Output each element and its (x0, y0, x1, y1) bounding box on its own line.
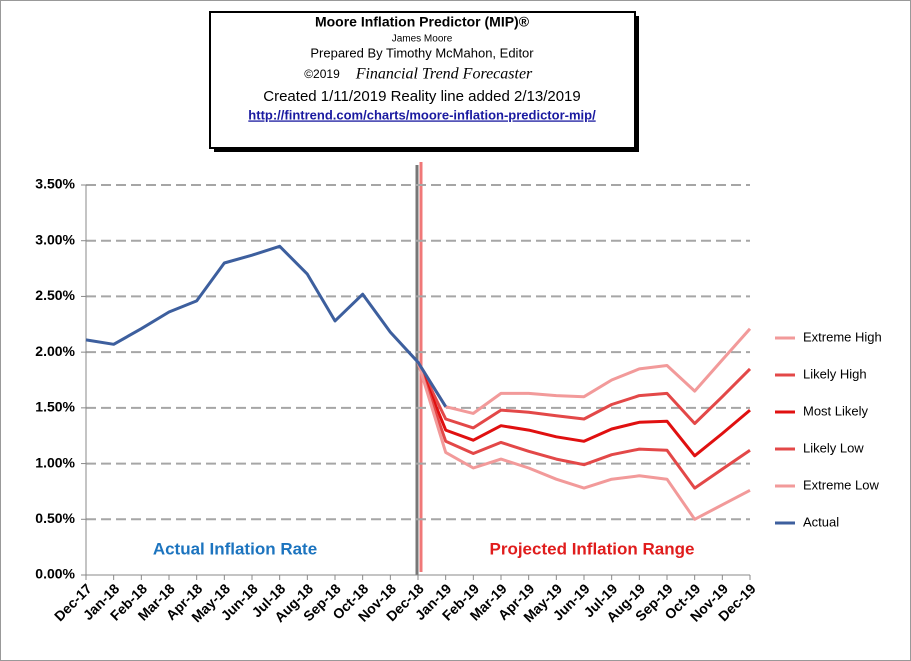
publisher: Financial Trend Forecaster (355, 66, 533, 83)
y-tick-label: 1.00% (35, 454, 75, 470)
series-line (416, 361, 751, 490)
y-tick-label: 2.00% (35, 343, 75, 359)
legend-label: Likely Low (803, 440, 864, 455)
series-line (416, 361, 751, 458)
y-tick-label: 0.50% (35, 510, 75, 526)
legend-label: Extreme High (803, 329, 882, 344)
chart-title: Moore Inflation Predictor (MIP)® (315, 14, 530, 30)
url-link[interactable]: http://fintrend.com/charts/moore-inflati… (248, 107, 596, 122)
annotation: Actual Inflation Rate (153, 539, 317, 558)
y-tick-label: 1.50% (35, 399, 75, 415)
y-tick-label: 2.50% (35, 287, 75, 303)
copyright: ©2019 (304, 67, 340, 81)
legend-label: Most Likely (803, 403, 869, 418)
legend-label: Actual (803, 514, 839, 529)
series-line (416, 327, 752, 415)
author: James Moore (392, 34, 453, 45)
series-line (416, 361, 752, 430)
series-line (416, 361, 751, 521)
legend-label: Extreme Low (803, 477, 879, 492)
y-tick-label: 0.00% (35, 566, 75, 582)
title-box (209, 11, 636, 149)
annotation: Projected Inflation Range (490, 539, 695, 558)
y-tick-label: 3.00% (35, 231, 75, 247)
prepared-by: Prepared By Timothy McMahon, Editor (310, 45, 534, 60)
legend-label: Likely High (803, 366, 867, 381)
created: Created 1/11/2019 Reality line added 2/1… (263, 88, 580, 105)
series-line (85, 244, 447, 408)
y-tick-label: 3.50% (35, 176, 75, 192)
